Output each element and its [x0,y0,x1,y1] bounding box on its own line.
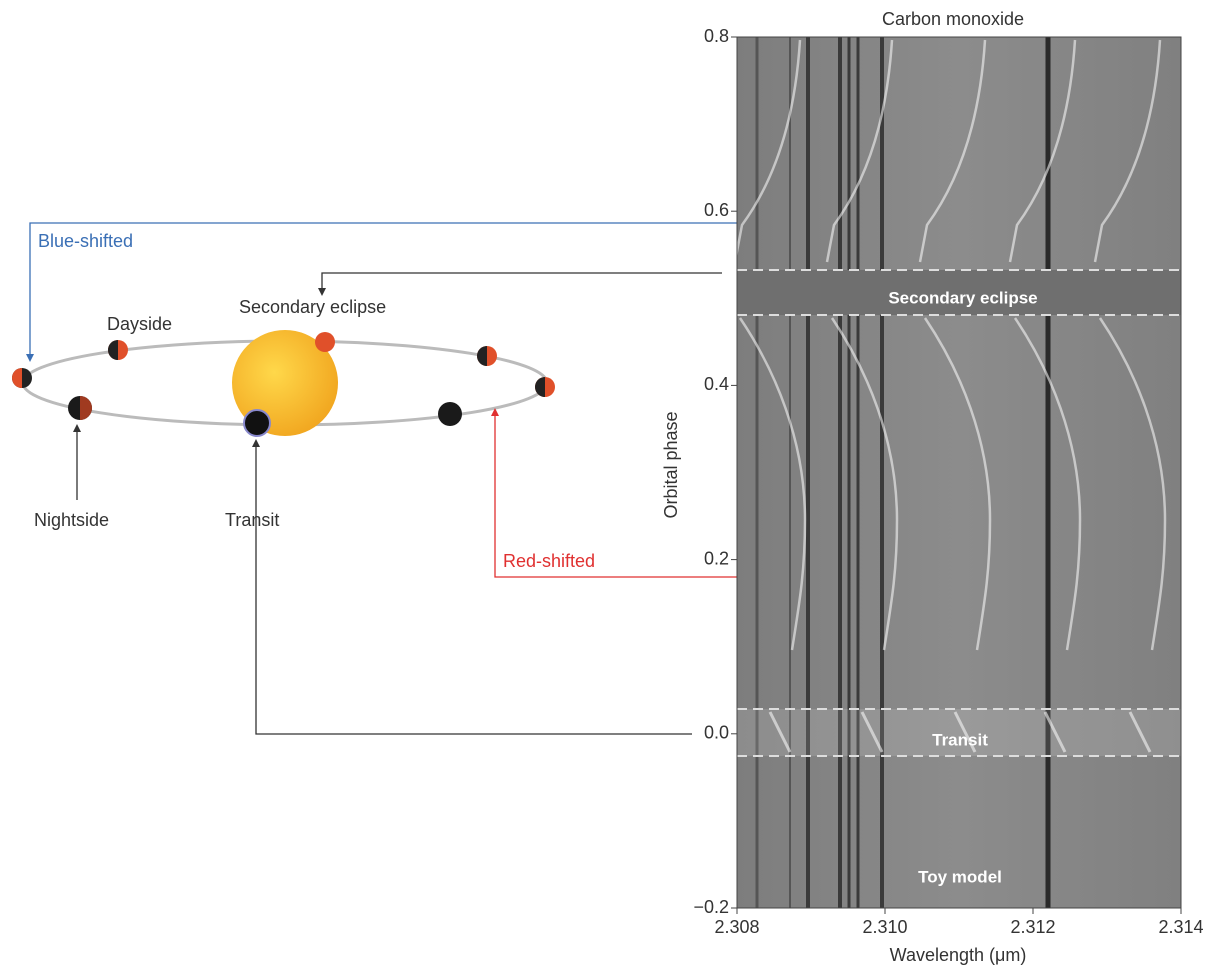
label: Red-shifted [503,551,595,571]
y-tick-label: 0.6 [704,200,729,220]
x-tick-label: 2.310 [862,917,907,937]
annotation: Secondary eclipse [888,288,1037,307]
y-tick-label: 0.0 [704,723,729,743]
label: Nightside [34,510,109,530]
y-tick-label: 0.4 [704,374,729,394]
chart-title: Carbon monoxide [882,9,1024,29]
annotation: Toy model [918,867,1002,886]
y-tick-label: 0.8 [704,26,729,46]
y-tick-label: −0.2 [693,897,729,917]
x-axis-label: Wavelength (μm) [890,945,1027,965]
y-axis-label: Orbital phase [661,411,681,518]
spectrum-image [735,37,1181,908]
x-tick-label: 2.312 [1010,917,1055,937]
y-tick-label: 0.2 [704,548,729,568]
label: Blue-shifted [38,231,133,251]
x-tick-label: 2.308 [714,917,759,937]
label: Dayside [107,314,172,334]
figure: Blue-shifted Dayside Secondary eclipse N… [0,0,1220,969]
x-tick-label: 2.314 [1158,917,1203,937]
label: Secondary eclipse [239,297,386,317]
label: Transit [225,510,279,530]
annotation: Transit [932,730,988,749]
